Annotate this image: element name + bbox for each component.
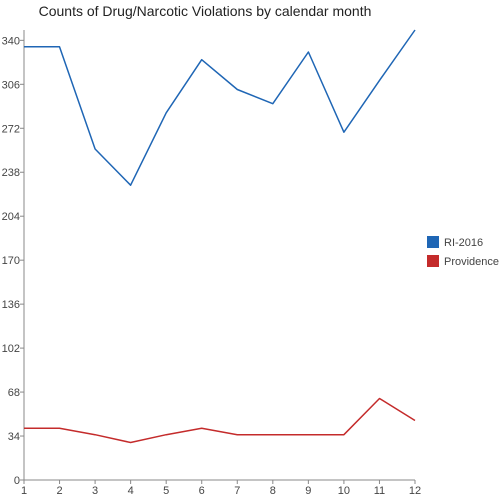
x-tick-label: 10 bbox=[338, 485, 350, 497]
x-tick-label: 12 bbox=[409, 485, 421, 497]
y-tick-label: 68 bbox=[8, 387, 20, 399]
y-axis-ticks: 0 34 68 102 136 170 204 238 272 306 340 bbox=[2, 35, 24, 487]
legend-swatch bbox=[427, 236, 439, 248]
y-tick-label: 340 bbox=[2, 35, 20, 47]
x-tick-label: 1 bbox=[21, 485, 27, 497]
x-tick-label: 7 bbox=[234, 485, 240, 497]
x-tick-label: 9 bbox=[305, 485, 311, 497]
legend-swatch bbox=[427, 255, 439, 267]
x-tick-label: 4 bbox=[128, 485, 134, 497]
series-line-providence bbox=[24, 397, 416, 444]
x-tick-label: 8 bbox=[270, 485, 276, 497]
y-tick-label: 102 bbox=[2, 343, 20, 355]
y-tick-label: 238 bbox=[2, 167, 20, 179]
series-lines bbox=[23, 29, 416, 444]
chart-title: Counts of Drug/Narcotic Violations by ca… bbox=[39, 3, 372, 19]
y-tick-label: 34 bbox=[8, 431, 20, 443]
y-tick-label: 204 bbox=[2, 211, 20, 223]
series-line-ri-2016 bbox=[24, 29, 416, 186]
x-tick-label: 6 bbox=[199, 485, 205, 497]
y-tick-label: 272 bbox=[2, 123, 20, 135]
legend: RI-2016 Providence bbox=[427, 236, 499, 268]
x-tick-label: 3 bbox=[92, 485, 98, 497]
x-tick-label: 2 bbox=[56, 485, 62, 497]
x-tick-label: 5 bbox=[163, 485, 169, 497]
legend-label: RI-2016 bbox=[444, 237, 483, 249]
y-tick-label: 306 bbox=[2, 79, 20, 91]
axes bbox=[23, 30, 415, 481]
x-tick-label: 11 bbox=[374, 485, 385, 497]
y-tick-label: 136 bbox=[2, 299, 20, 311]
y-tick-label: 170 bbox=[2, 255, 20, 267]
legend-label: Providence bbox=[444, 256, 499, 268]
x-axis-ticks: 1 2 3 4 5 6 7 8 9 10 11 12 bbox=[21, 480, 421, 497]
y-tick-label: 0 bbox=[14, 475, 20, 487]
